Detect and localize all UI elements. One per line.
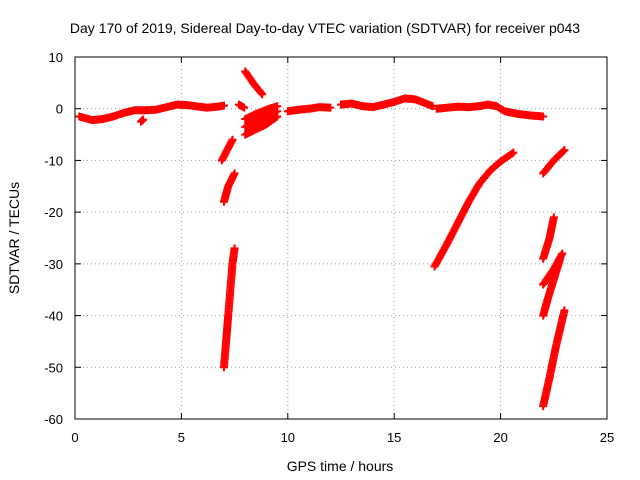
data-point [230, 244, 239, 253]
data-point [258, 90, 267, 99]
data-point [509, 148, 518, 157]
data-point [558, 249, 567, 258]
data-point [219, 101, 228, 110]
data-point [428, 102, 437, 111]
x-tick-label: 25 [600, 430, 614, 445]
x-axis-label: GPS time / hours [287, 458, 394, 474]
data-point [560, 146, 569, 155]
data-point [139, 115, 148, 124]
x-tick-label: 5 [178, 430, 185, 445]
plot-frame [74, 56, 608, 420]
x-tick-label: 15 [387, 430, 401, 445]
y-tick-label: 0 [56, 102, 63, 117]
series-0 [75, 67, 569, 411]
data-point [138, 116, 147, 125]
data-point [240, 103, 249, 112]
y-tick-label: -20 [44, 205, 63, 220]
data-point [257, 88, 266, 97]
x-tick-label: 20 [493, 430, 507, 445]
x-tick-label: 10 [281, 430, 295, 445]
x-tick-label: 0 [71, 430, 78, 445]
y-tick-label: -40 [44, 309, 63, 324]
y-tick-label: -60 [44, 412, 63, 427]
y-tick-label: -30 [44, 257, 63, 272]
y-tick-label: 10 [49, 50, 63, 65]
data-point [559, 147, 568, 156]
data-point [326, 103, 335, 112]
y-tick-label: -10 [44, 153, 63, 168]
data-point [539, 112, 548, 121]
data-point [228, 135, 237, 144]
data-point [507, 149, 516, 158]
data-point [556, 254, 565, 263]
data-point [230, 169, 239, 178]
data-point [273, 102, 282, 111]
data-point [549, 213, 558, 222]
axis-ticks: 0 5 10 15 20 25 10 0 -10 -20 -30 -40 -50 -60 [44, 50, 614, 445]
data-marks [75, 67, 569, 411]
y-axis-label: SDTVAR / TECUs [6, 182, 22, 294]
data-point [560, 306, 569, 315]
grid [75, 57, 607, 419]
chart-title: Day 170 of 2019, Sidereal Day-to-day VTE… [70, 20, 580, 36]
y-tick-label: -50 [44, 360, 63, 375]
